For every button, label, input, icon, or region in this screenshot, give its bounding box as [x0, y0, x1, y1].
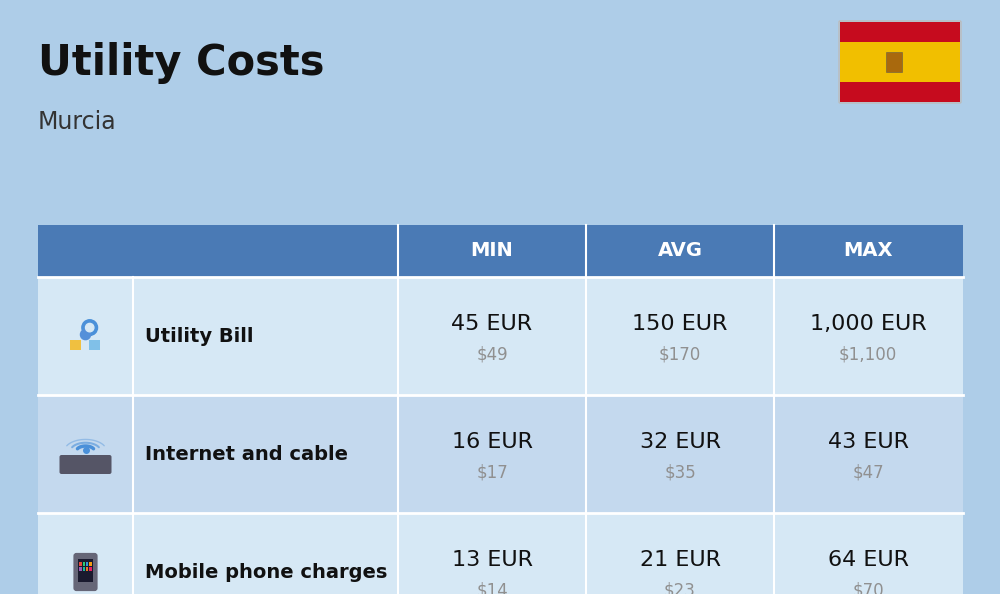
Text: $170: $170	[659, 345, 701, 363]
Text: AVG: AVG	[658, 242, 702, 261]
Text: 150 EUR: 150 EUR	[632, 314, 728, 334]
Text: 43 EUR: 43 EUR	[828, 432, 908, 452]
Text: 21 EUR: 21 EUR	[640, 550, 720, 570]
FancyBboxPatch shape	[73, 553, 98, 591]
Bar	[89, 567, 92, 571]
Bar	[840, 22, 960, 42]
Text: $47: $47	[852, 463, 884, 481]
Bar	[70, 340, 81, 350]
Text: Utility Bill: Utility Bill	[145, 327, 254, 346]
Text: 32 EUR: 32 EUR	[640, 432, 720, 452]
Text: 13 EUR: 13 EUR	[452, 550, 532, 570]
Text: Murcia: Murcia	[38, 110, 117, 134]
Text: $14: $14	[476, 581, 508, 594]
Bar	[83, 567, 85, 571]
Bar	[89, 340, 100, 350]
FancyBboxPatch shape	[60, 455, 112, 474]
Text: $1,100: $1,100	[839, 345, 897, 363]
Text: $49: $49	[476, 345, 508, 363]
Bar	[38, 395, 963, 513]
Text: $35: $35	[664, 463, 696, 481]
Text: Internet and cable: Internet and cable	[145, 444, 348, 463]
Text: 16 EUR: 16 EUR	[452, 432, 532, 452]
Text: MIN: MIN	[471, 242, 513, 261]
Text: Utility Costs: Utility Costs	[38, 42, 324, 84]
Bar	[83, 563, 85, 566]
Bar	[840, 42, 960, 82]
Text: Mobile phone charges: Mobile phone charges	[145, 563, 387, 582]
Bar	[886, 52, 902, 72]
Bar	[78, 559, 93, 582]
Circle shape	[80, 330, 91, 340]
Bar	[89, 563, 92, 566]
Text: $23: $23	[664, 581, 696, 594]
Bar	[38, 225, 963, 277]
Circle shape	[86, 323, 94, 332]
Text: $70: $70	[852, 581, 884, 594]
Bar	[38, 513, 963, 594]
Text: MAX: MAX	[843, 242, 893, 261]
Text: 45 EUR: 45 EUR	[451, 314, 533, 334]
Bar	[840, 82, 960, 102]
Bar	[79, 563, 82, 566]
Bar	[86, 563, 88, 566]
Text: $17: $17	[476, 463, 508, 481]
Bar	[86, 567, 88, 571]
Bar	[38, 277, 963, 395]
Bar	[79, 567, 82, 571]
Text: 64 EUR: 64 EUR	[828, 550, 908, 570]
Text: 1,000 EUR: 1,000 EUR	[810, 314, 926, 334]
Circle shape	[82, 320, 98, 336]
